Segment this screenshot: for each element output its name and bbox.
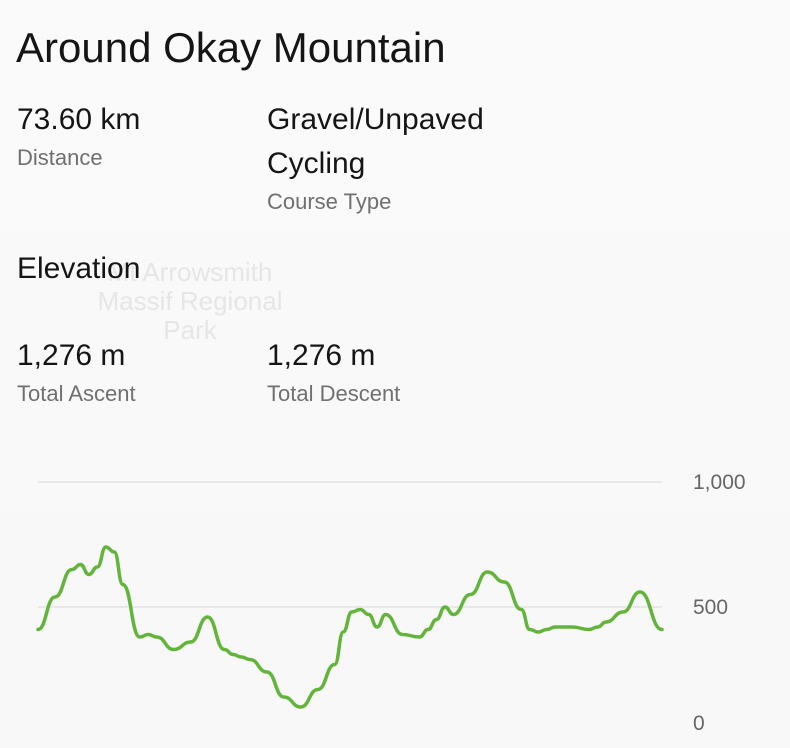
descent-label: Total Descent [267, 381, 401, 406]
descent-stat: 1,276 m Total Descent [267, 334, 497, 410]
descent-value: 1,276 m [267, 339, 376, 372]
distance-stat: 73.60 km Distance [17, 98, 247, 174]
y-tick-label: 500 [693, 596, 728, 619]
course-type-stat: Gravel/Unpaved Cycling Course Type [267, 98, 537, 218]
map-park-label: Mt Arrowsmith Massif Regional Park [97, 257, 283, 345]
distance-value: 73.60 km [17, 103, 141, 136]
ascent-label: Total Ascent [17, 381, 136, 406]
distance-label: Distance [17, 145, 103, 170]
course-type-value: Gravel/Unpaved Cycling [267, 103, 484, 180]
route-title: Around Okay Mountain [16, 24, 446, 71]
ascent-value: 1,276 m [17, 339, 126, 372]
y-tick-label: 1,000 [693, 471, 746, 494]
elevation-line [36, 545, 664, 709]
course-type-label: Course Type [267, 189, 392, 214]
elevation-heading: Elevation [17, 252, 141, 285]
ascent-stat: 1,276 m Total Ascent [17, 334, 247, 410]
elevation-chart: 0 500 1,000 [36, 471, 746, 735]
y-tick-label: 0 [693, 712, 705, 735]
